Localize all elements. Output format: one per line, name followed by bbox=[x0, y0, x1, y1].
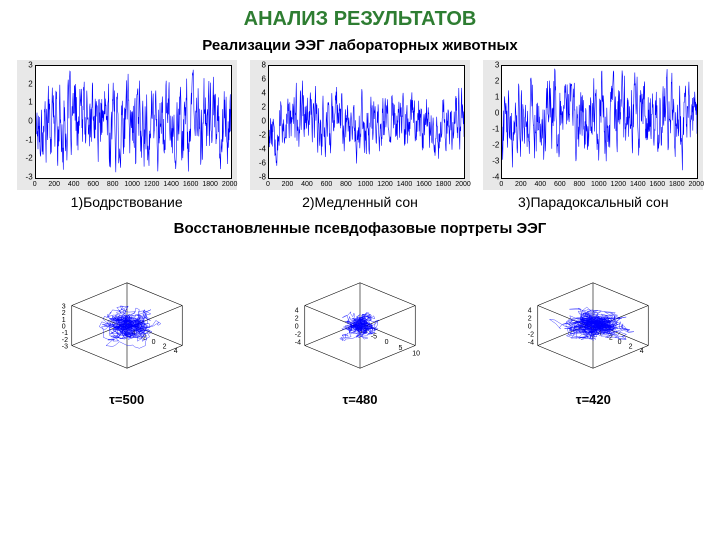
svg-text:4: 4 bbox=[528, 308, 532, 315]
timeseries-row: -3-2-10123020040060080010001200140016001… bbox=[0, 60, 720, 190]
ts-caption-1: 1)Бодрствование bbox=[17, 194, 237, 210]
svg-text:0: 0 bbox=[295, 324, 299, 331]
phase-plot-1: -3-2-10123-4-2024 bbox=[17, 243, 237, 388]
svg-text:-2: -2 bbox=[61, 337, 67, 344]
tau-2: τ=480 bbox=[250, 392, 470, 407]
svg-text:2: 2 bbox=[162, 344, 166, 351]
svg-text:0: 0 bbox=[618, 339, 622, 346]
page-title: АНАЛИЗ РЕЗУЛЬТАТОВ bbox=[0, 8, 720, 31]
tau-row: τ=500 τ=480 τ=420 bbox=[0, 392, 720, 407]
svg-text:0: 0 bbox=[385, 339, 389, 346]
tau-3: τ=420 bbox=[483, 392, 703, 407]
svg-text:-5: -5 bbox=[371, 333, 377, 340]
ts-caption-3: 3)Парадоксальный сон bbox=[483, 194, 703, 210]
svg-text:5: 5 bbox=[398, 345, 402, 352]
svg-text:2: 2 bbox=[61, 310, 65, 317]
ts-plot-1: -3-2-10123020040060080010001200140016001… bbox=[17, 60, 237, 190]
svg-text:-1: -1 bbox=[61, 330, 67, 337]
svg-text:1: 1 bbox=[61, 317, 65, 324]
svg-text:-4: -4 bbox=[295, 340, 301, 347]
ts-plot-2: -8-6-4-202468020040060080010001200140016… bbox=[250, 60, 470, 190]
ts-caption-2: 2)Медленный сон bbox=[250, 194, 470, 210]
svg-text:2: 2 bbox=[629, 344, 633, 351]
svg-text:-2: -2 bbox=[295, 332, 301, 339]
svg-text:-4: -4 bbox=[528, 340, 534, 347]
svg-text:-2: -2 bbox=[528, 332, 534, 339]
ts-plot-3: -4-3-2-101230200400600800100012001400160… bbox=[483, 60, 703, 190]
subtitle-eeg: Реализации ЭЭГ лабораторных животных bbox=[0, 37, 720, 54]
svg-text:2: 2 bbox=[528, 316, 532, 323]
phase-plot-3: -4-2024-4-2024 bbox=[483, 243, 703, 388]
svg-text:4: 4 bbox=[295, 308, 299, 315]
tau-1: τ=500 bbox=[17, 392, 237, 407]
svg-text:0: 0 bbox=[151, 339, 155, 346]
svg-text:0: 0 bbox=[528, 324, 532, 331]
svg-text:4: 4 bbox=[173, 348, 177, 355]
subtitle-phase: Восстановленные псевдофазовые портреты Э… bbox=[0, 220, 720, 237]
svg-text:0: 0 bbox=[61, 324, 65, 331]
svg-text:2: 2 bbox=[295, 316, 299, 323]
phase-plot-2: -4-2024-10-50510 bbox=[250, 243, 470, 388]
ts-caption-row: 1)Бодрствование 2)Медленный сон 3)Парадо… bbox=[0, 194, 720, 210]
phase-row: -3-2-10123-4-2024 -4-2024-10-50510 -4-20… bbox=[0, 243, 720, 388]
svg-text:10: 10 bbox=[412, 351, 420, 358]
svg-text:3: 3 bbox=[61, 304, 65, 311]
svg-text:4: 4 bbox=[640, 348, 644, 355]
svg-text:-3: -3 bbox=[61, 344, 67, 351]
